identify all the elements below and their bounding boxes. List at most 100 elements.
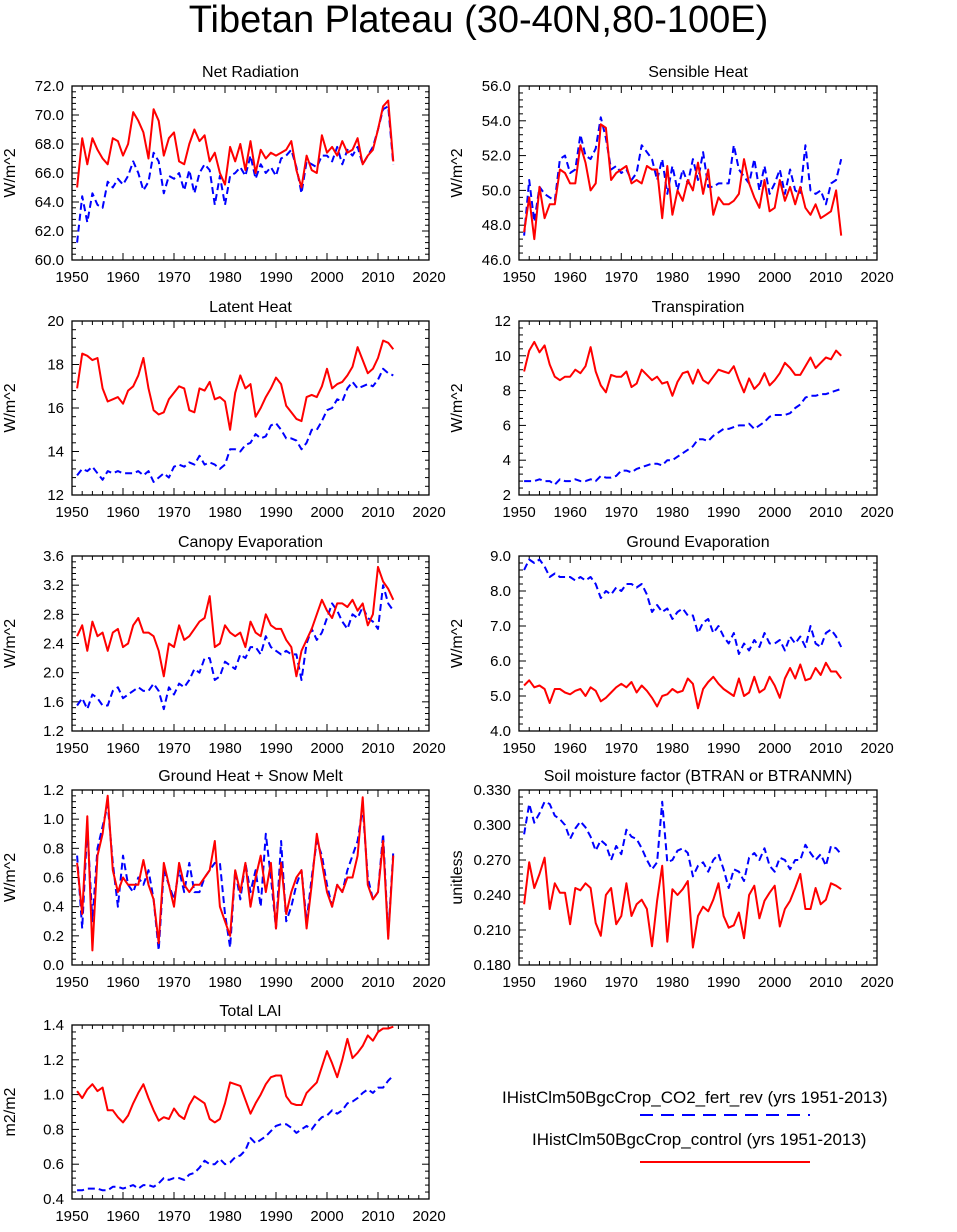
y-tick-label: 5.0 [490,688,511,705]
x-tick-label: 1950 [55,504,88,521]
series-co2-fert-rev-line [76,584,395,711]
x-tick-label: 2020 [412,269,445,286]
series-control-line [76,1025,394,1124]
y-tick-label: 14 [47,444,64,461]
x-tick-label: 1990 [259,974,292,991]
panel-ground-evaporation: Ground Evaporation W/m^2 1950 1960 1970 1980 1… [449,534,894,757]
series-co2-fert-rev-line [76,105,395,243]
x-tick-label: 1980 [208,504,241,521]
x-tick-label: 1950 [55,1208,88,1225]
x-tick-label: 1990 [707,974,740,991]
x-tick-label: 1950 [55,740,88,757]
x-tick-label: 2000 [310,1208,343,1225]
legend-swatch-co2-fert-rev [640,1114,810,1116]
x-tick-label: 2010 [361,269,394,286]
series-control-line [76,794,395,952]
y-tick-label: 8 [503,383,511,400]
x-tick-label: 1980 [208,269,241,286]
x-tick-label: 1990 [259,504,292,521]
x-tick-label: 2010 [361,740,394,757]
x-tick-label: 2000 [310,740,343,757]
series-control-line [76,565,395,678]
figure-title: Tibetan Plateau (30-40N,80-100E) [188,0,769,41]
x-tick-label: 1960 [553,504,586,521]
plot-frame [71,85,430,261]
y-tick-label: 8.0 [490,583,511,600]
y-tick-label: 46.0 [482,252,511,269]
x-tick-label: 1950 [502,269,535,286]
y-axis-label: W/m^2 [449,383,466,432]
plot-frame [71,320,430,496]
plot-frame [71,1024,430,1200]
y-tick-label: 12 [47,487,64,504]
panel-latent-heat: Latent Heat W/m^2 1950 1960 1970 1980 1990 2000… [2,299,446,521]
series-co2-fert-rev-line [76,367,394,483]
y-tick-label: 70.0 [35,107,64,124]
panel-transpiration: Transpiration W/m^2 1950 1960 1970 1980 1990 20… [449,299,894,521]
panel-title: Sensible Heat [648,64,748,81]
x-tick-label: 2000 [310,974,343,991]
y-tick-label: 4 [503,452,511,469]
y-tick-label: 1.4 [43,1017,64,1034]
plot-frame [518,320,878,496]
x-tick-label: 1990 [259,1208,292,1225]
x-tick-label: 1970 [157,269,190,286]
panel-title: Total LAI [219,1003,281,1020]
x-tick-label: 2020 [860,974,893,991]
y-axis-label: W/m^2 [449,148,466,197]
y-tick-label: 0.4 [43,899,64,916]
x-tick-label: 2000 [758,974,791,991]
y-tick-label: 4.0 [490,723,511,740]
y-tick-label: 1.2 [43,1052,64,1069]
x-tick-label: 1960 [553,740,586,757]
x-tick-label: 1960 [106,1208,139,1225]
x-tick-label: 1970 [605,504,638,521]
x-tick-label: 2020 [412,504,445,521]
x-tick-label: 2010 [361,1208,394,1225]
x-tick-label: 2000 [758,504,791,521]
x-tick-label: 2000 [310,269,343,286]
y-tick-label: 0.2 [43,928,64,945]
x-tick-label: 2010 [809,504,842,521]
y-tick-label: 0.4 [43,1191,64,1208]
x-tick-label: 1980 [656,504,689,521]
y-tick-label: 18 [47,357,64,374]
y-tick-label: 0.8 [43,1121,64,1138]
y-tick-label: 62.0 [35,223,64,240]
series-co2-fert-rev-line [523,800,842,889]
panel-title: Soil moisture factor (BTRAN or BTRANMN) [544,768,853,785]
x-tick-label: 2010 [809,740,842,757]
y-tick-label: 2 [503,487,511,504]
x-tick-label: 1980 [656,269,689,286]
y-tick-label: 0.0 [43,957,64,974]
x-tick-label: 2000 [758,269,791,286]
x-tick-label: 1950 [502,740,535,757]
series-control-line [523,340,842,397]
y-tick-label: 6.0 [490,653,511,670]
x-tick-label: 2020 [860,740,893,757]
y-tick-label: 1.2 [43,782,64,799]
x-tick-label: 1960 [106,504,139,521]
panel-sensible-heat: Sensible Heat W/m^2 1950 1960 1970 1980 1990 20… [449,64,894,286]
y-tick-label: 16 [47,400,64,417]
panel-canopy-evaporation: Canopy Evaporation W/m^2 1950 1960 1970 1980 1… [2,534,446,757]
series-co2-fert-rev-line [523,116,843,236]
x-tick-label: 1950 [502,974,535,991]
x-tick-label: 2010 [361,504,394,521]
y-axis-label: W/m^2 [2,619,19,668]
panel-title: Latent Heat [209,299,292,316]
y-axis-label: W/m^2 [449,619,466,668]
y-tick-label: 50.0 [482,182,511,199]
y-tick-label: 0.180 [473,957,511,974]
x-tick-label: 1990 [707,740,740,757]
y-axis-label: W/m^2 [2,383,19,432]
x-tick-label: 2000 [758,740,791,757]
x-tick-label: 1950 [55,974,88,991]
y-tick-label: 72.0 [35,78,64,95]
x-tick-label: 1950 [502,504,535,521]
panel-title: Net Radiation [202,64,299,81]
y-tick-label: 12 [494,313,511,330]
y-tick-label: 0.330 [473,782,511,799]
y-tick-label: 20 [47,313,64,330]
